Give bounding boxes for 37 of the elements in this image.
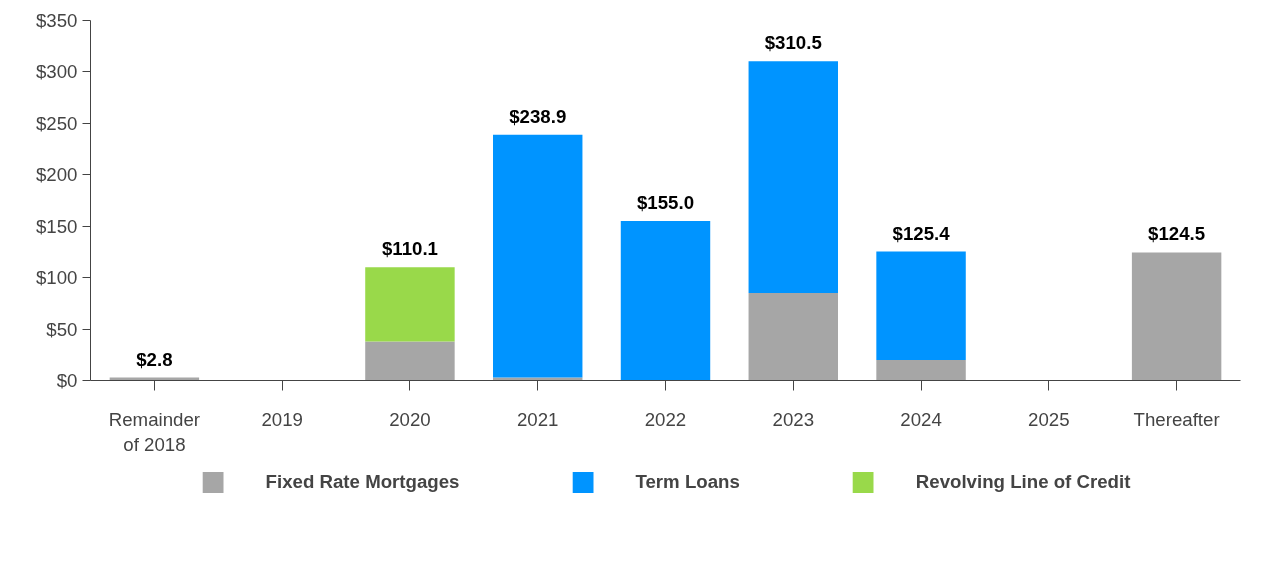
y-tick-label: $50	[46, 318, 78, 340]
x-tick-label: 2023	[772, 408, 815, 430]
bar	[365, 267, 455, 342]
total-label: $155.0	[636, 192, 695, 214]
y-tick-label: $250	[36, 112, 78, 134]
x-tick-label: 2020	[389, 408, 431, 430]
x-tick-label: Remainder of 2018	[108, 408, 201, 455]
bar	[748, 61, 838, 294]
total-label: $124.5	[1148, 223, 1206, 245]
bar	[493, 134, 583, 378]
bar	[748, 293, 838, 381]
y-tick-label: $350	[36, 10, 78, 31]
bar	[365, 341, 455, 381]
bar	[876, 251, 966, 360]
y-tick-label: $200	[36, 164, 78, 186]
x-tick-label: 2022	[644, 408, 687, 430]
y-tick-label: $150	[36, 215, 78, 237]
legend-label: Term Loans	[635, 471, 740, 493]
bar	[1131, 252, 1222, 381]
total-label: $125.4	[892, 222, 951, 244]
x-tick-label: 2021	[516, 408, 559, 430]
y-tick-label: $0	[56, 370, 78, 391]
bar	[876, 359, 966, 381]
bar	[620, 221, 711, 381]
total-label: $110.1	[381, 238, 438, 260]
x-tick-label: Thereafter	[1133, 408, 1220, 430]
total-label: $2.8	[136, 348, 173, 370]
x-tick-label: 2019	[261, 408, 303, 430]
legend-label: Revolving Line of Credit	[915, 471, 1131, 493]
total-label: $238.9	[509, 105, 567, 127]
y-tick-label: $100	[36, 267, 78, 289]
x-tick-label: 2024	[900, 408, 942, 430]
x-tick-label: 2025	[1028, 408, 1070, 430]
bar	[493, 377, 583, 381]
legend-label: Fixed Rate Mortgages	[265, 471, 460, 493]
y-tick-label: $300	[36, 61, 78, 83]
total-label: $310.5	[764, 32, 822, 54]
